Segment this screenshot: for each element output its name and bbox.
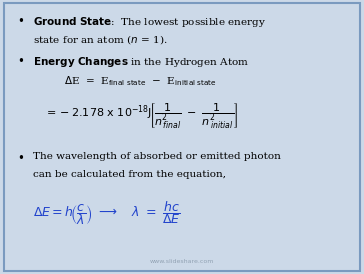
- Text: www.slideshare.com: www.slideshare.com: [150, 259, 214, 264]
- Text: •: •: [17, 152, 24, 165]
- Text: The wavelength of absorbed or emitted photon: The wavelength of absorbed or emitted ph…: [33, 152, 281, 161]
- Text: $= -2.178\ \mathrm{x}\ 10^{-18}\mathrm{J}\!\left[\dfrac{1}{n^2_{\,\mathit{final}: $= -2.178\ \mathrm{x}\ 10^{-18}\mathrm{J…: [44, 101, 238, 130]
- Text: $\mathbf{Ground\ State}$:  The lowest possible energy: $\mathbf{Ground\ State}$: The lowest pos…: [33, 15, 266, 29]
- Text: $\Delta E = h\!\left(\dfrac{c}{\lambda}\right)\ \longrightarrow\quad \lambda\ =\: $\Delta E = h\!\left(\dfrac{c}{\lambda}\…: [33, 199, 180, 227]
- Text: •: •: [17, 55, 24, 68]
- Text: can be calculated from the equation,: can be calculated from the equation,: [33, 170, 226, 179]
- Text: $\mathbf{Energy\ Changes}$ in the Hydrogen Atom: $\mathbf{Energy\ Changes}$ in the Hydrog…: [33, 55, 249, 69]
- Text: $\Delta$E  =  E$_{\rm final\ state}$  $-$  E$_{\rm initial\ state}$: $\Delta$E = E$_{\rm final\ state}$ $-$ E…: [64, 74, 217, 88]
- Text: state for an atom ($n$ = 1).: state for an atom ($n$ = 1).: [33, 33, 167, 46]
- Text: •: •: [17, 15, 24, 28]
